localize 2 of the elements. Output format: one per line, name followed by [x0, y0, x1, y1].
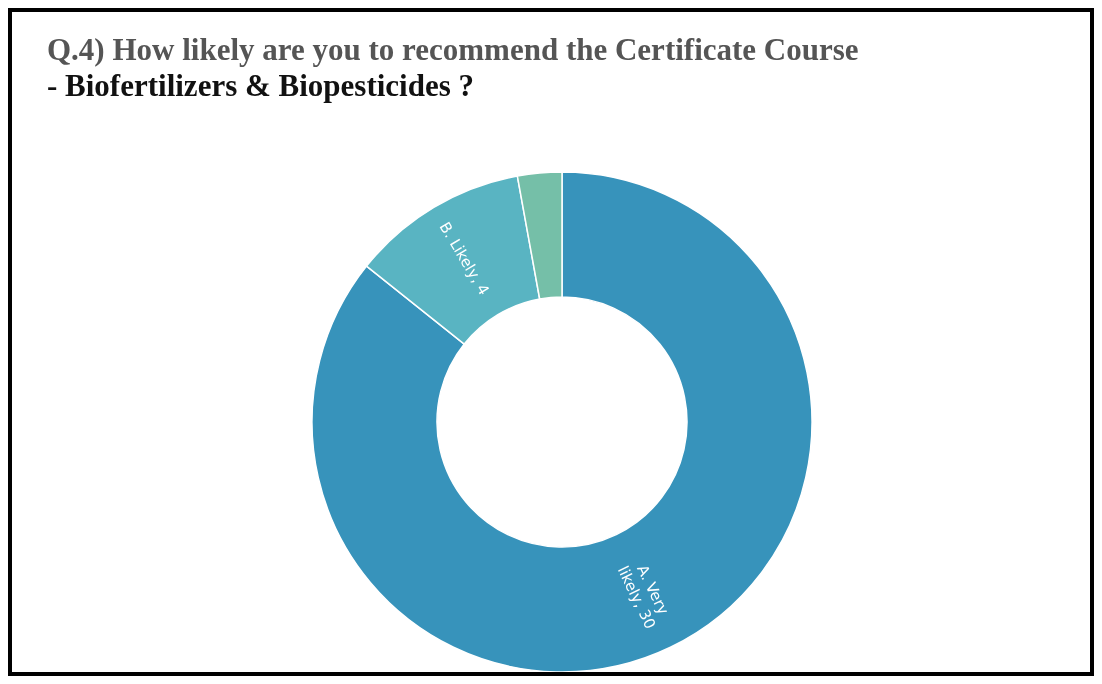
chart-title: Q.4) How likely are you to recommend the Certificate Course - Biofertilizers & Biopesticides ?: [47, 31, 859, 103]
slice-label: A. Very likely, 30: [613, 561, 673, 632]
